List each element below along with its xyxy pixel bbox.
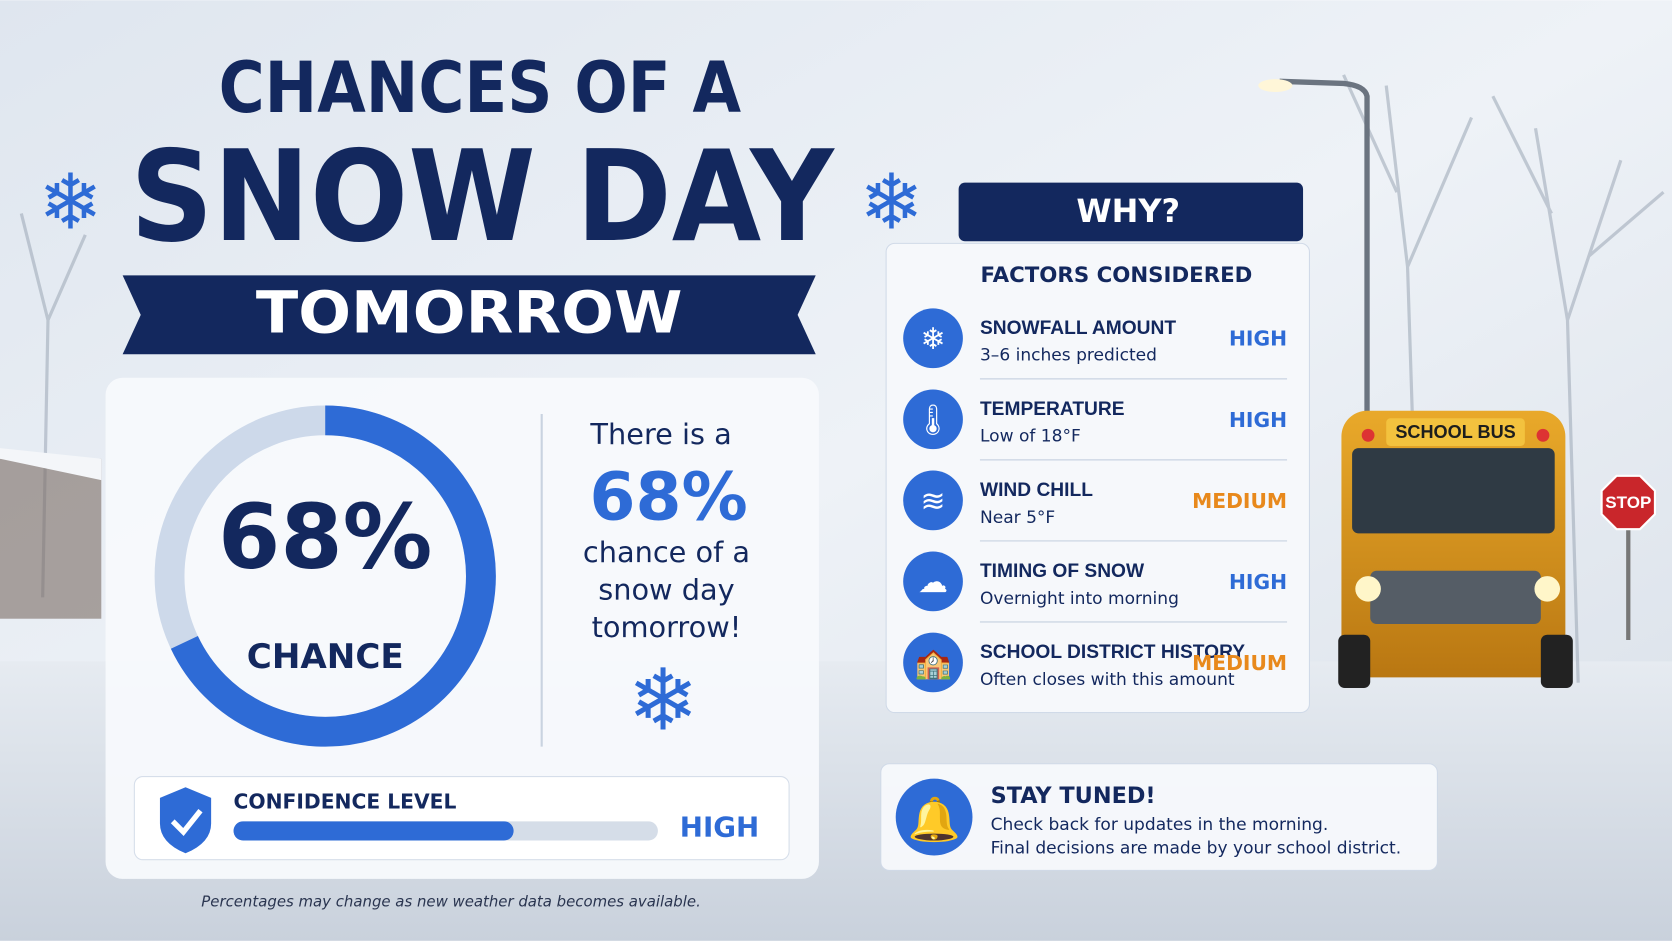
factor-name: WIND CHILL [980,480,1093,501]
factor-icon: ☁ [918,565,948,600]
svg-text:❄: ❄ [38,158,102,247]
factor-rating: HIGH [1229,327,1287,351]
banner [122,275,816,355]
factors-subheading: FACTORS CONSIDERED [981,263,1253,288]
snowflake-icon: ❄ [628,652,699,751]
school-bus: SCHOOL BUS [1338,410,1573,689]
snowflake-decor: ❄ ❄ [38,158,923,247]
lamp-light [1258,79,1293,92]
factor-name: TEMPERATURE [980,399,1125,420]
factor-rating: HIGH [1229,570,1287,594]
factor-icon-bg [903,470,963,531]
factor-detail: Low of 18°F [980,427,1081,447]
stay-tuned-card [880,763,1438,871]
title-line2: SNOW DAY [130,123,836,270]
factor-icon-bg [903,632,963,693]
house-roof [0,448,102,481]
check-icon [170,808,203,836]
bell-circle [895,778,973,856]
factor-detail: 3–6 inches predicted [980,346,1157,366]
factors-card [885,242,1310,714]
factor-name: TIMING OF SNOW [980,561,1145,582]
statement-line: snow day [598,573,734,607]
why-heading: WHY? [1076,192,1180,230]
factor-name: SNOWFALL AMOUNT [980,318,1176,339]
stay-tuned-line: Check back for updates in the morning. [991,815,1329,835]
stop-sign: STOP [1600,474,1657,641]
factor-icon: 🏫 [914,646,951,681]
stay-tuned-title: STAY TUNED! [991,783,1156,809]
factor-icon-bg [903,551,963,612]
statement-line: There is a [589,417,731,451]
bell-icon: 🔔 [908,795,961,845]
factor-name: SCHOOL DISTRICT HISTORY [980,642,1245,663]
factor-rating: MEDIUM [1192,489,1287,513]
factor-icon: ❄ [921,322,946,357]
factor-icon: ≋ [921,484,946,519]
factor-icon-bg [903,389,963,450]
bus-sign: SCHOOL BUS [1395,422,1515,442]
gauge-caption: CHANCE [247,637,404,677]
gauge-value: 68% [218,486,432,590]
statement-line: chance of a [583,535,750,569]
confidence-fill [233,821,514,841]
street-lamp [1279,78,1370,449]
why-header [958,182,1304,242]
factor-icon-bg [903,308,963,369]
trees [19,74,1665,683]
factor-icon: 🌡 [914,403,952,438]
confidence-label: CONFIDENCE LEVEL [234,790,457,814]
statement-highlight: 68% [589,459,747,536]
stop-sign-text: STOP [1605,493,1651,512]
shield-icon [159,787,212,854]
factor-rating: HIGH [1229,408,1287,432]
banner-text: TOMORROW [256,280,683,347]
statement-line: tomorrow! [592,610,742,644]
factor-detail: Near 5°F [980,508,1055,528]
stay-tuned-line: Final decisions are made by your school … [991,838,1402,858]
footnote: Percentages may change as new weather da… [201,893,701,911]
svg-text:❄: ❄ [859,158,923,247]
house [0,458,102,619]
confidence-level: HIGH [680,810,759,843]
title-line1: CHANCES OF A [219,47,742,129]
factor-detail: Overnight into morning [980,589,1179,609]
gauge-arc [170,405,496,747]
factor-rating: MEDIUM [1192,651,1287,675]
factor-detail: Often closes with this amount [980,670,1235,690]
